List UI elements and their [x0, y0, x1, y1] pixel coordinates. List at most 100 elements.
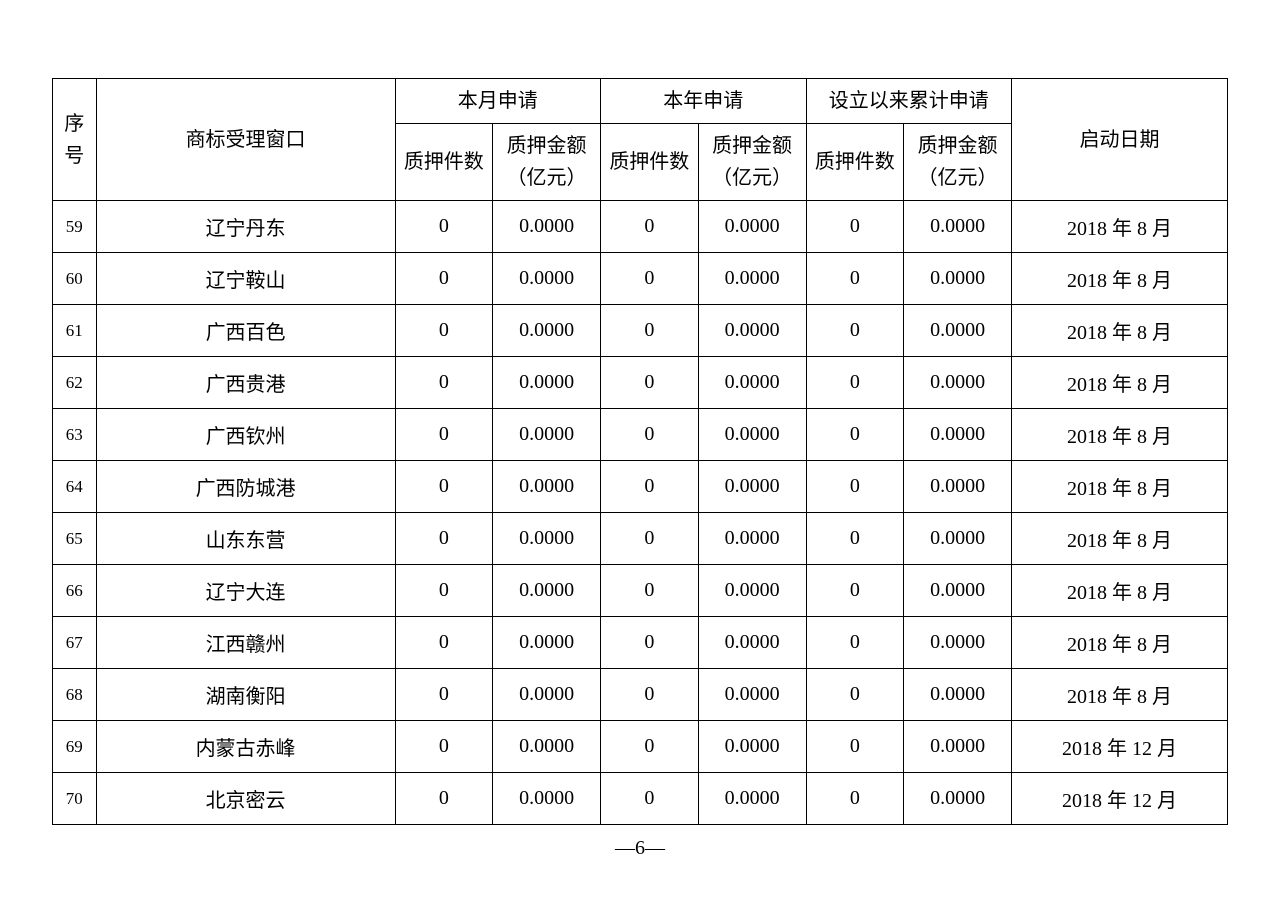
cell-month-amount: 0.0000	[493, 409, 601, 461]
cell-month-count: 0	[395, 617, 493, 669]
cell-month-amount: 0.0000	[493, 305, 601, 357]
cell-total-amount: 0.0000	[904, 565, 1012, 617]
header-month-amount: 质押金额（亿元）	[493, 124, 601, 201]
cell-total-count: 0	[806, 201, 904, 253]
cell-start-date: 2018 年 12 月	[1012, 773, 1228, 825]
cell-year-amount: 0.0000	[698, 721, 806, 773]
cell-total-count: 0	[806, 773, 904, 825]
cell-year-amount: 0.0000	[698, 565, 806, 617]
cell-start-date: 2018 年 8 月	[1012, 461, 1228, 513]
table-body: 59辽宁丹东00.000000.000000.00002018 年 8 月60辽…	[53, 201, 1228, 825]
cell-name: 内蒙古赤峰	[96, 721, 395, 773]
cell-total-count: 0	[806, 721, 904, 773]
cell-month-amount: 0.0000	[493, 253, 601, 305]
cell-month-amount: 0.0000	[493, 565, 601, 617]
header-year-group: 本年申请	[601, 79, 807, 124]
cell-seq: 62	[53, 357, 97, 409]
cell-month-count: 0	[395, 461, 493, 513]
cell-seq: 60	[53, 253, 97, 305]
cell-total-amount: 0.0000	[904, 461, 1012, 513]
cell-total-amount: 0.0000	[904, 409, 1012, 461]
cell-year-amount: 0.0000	[698, 461, 806, 513]
header-month-count: 质押件数	[395, 124, 493, 201]
header-total-group: 设立以来累计申请	[806, 79, 1012, 124]
cell-year-amount: 0.0000	[698, 513, 806, 565]
table-header: 序号 商标受理窗口 本月申请 本年申请 设立以来累计申请 启动日期 质押件数 质…	[53, 79, 1228, 201]
cell-month-count: 0	[395, 201, 493, 253]
cell-year-count: 0	[601, 461, 699, 513]
cell-month-count: 0	[395, 721, 493, 773]
cell-total-amount: 0.0000	[904, 669, 1012, 721]
cell-month-amount: 0.0000	[493, 461, 601, 513]
cell-name: 江西赣州	[96, 617, 395, 669]
cell-month-amount: 0.0000	[493, 617, 601, 669]
cell-start-date: 2018 年 8 月	[1012, 409, 1228, 461]
cell-total-amount: 0.0000	[904, 253, 1012, 305]
cell-total-count: 0	[806, 461, 904, 513]
cell-total-amount: 0.0000	[904, 513, 1012, 565]
cell-year-count: 0	[601, 201, 699, 253]
cell-total-amount: 0.0000	[904, 201, 1012, 253]
cell-year-count: 0	[601, 617, 699, 669]
cell-name: 广西防城港	[96, 461, 395, 513]
cell-month-count: 0	[395, 513, 493, 565]
cell-start-date: 2018 年 8 月	[1012, 513, 1228, 565]
cell-year-count: 0	[601, 305, 699, 357]
cell-seq: 63	[53, 409, 97, 461]
cell-name: 山东东营	[96, 513, 395, 565]
cell-total-count: 0	[806, 409, 904, 461]
cell-total-amount: 0.0000	[904, 721, 1012, 773]
cell-start-date: 2018 年 8 月	[1012, 305, 1228, 357]
table-row: 66辽宁大连00.000000.000000.00002018 年 8 月	[53, 565, 1228, 617]
header-total-amount: 质押金额（亿元）	[904, 124, 1012, 201]
page-number: —6—	[0, 837, 1280, 860]
cell-month-amount: 0.0000	[493, 721, 601, 773]
table-row: 59辽宁丹东00.000000.000000.00002018 年 8 月	[53, 201, 1228, 253]
table-row: 69内蒙古赤峰00.000000.000000.00002018 年 12 月	[53, 721, 1228, 773]
cell-seq: 67	[53, 617, 97, 669]
cell-month-amount: 0.0000	[493, 513, 601, 565]
cell-seq: 69	[53, 721, 97, 773]
header-name: 商标受理窗口	[96, 79, 395, 201]
table-row: 67江西赣州00.000000.000000.00002018 年 8 月	[53, 617, 1228, 669]
cell-start-date: 2018 年 8 月	[1012, 201, 1228, 253]
cell-year-count: 0	[601, 357, 699, 409]
cell-year-count: 0	[601, 773, 699, 825]
cell-seq: 70	[53, 773, 97, 825]
cell-year-amount: 0.0000	[698, 305, 806, 357]
cell-name: 广西百色	[96, 305, 395, 357]
cell-month-count: 0	[395, 305, 493, 357]
cell-year-count: 0	[601, 409, 699, 461]
cell-month-count: 0	[395, 669, 493, 721]
table-row: 62广西贵港00.000000.000000.00002018 年 8 月	[53, 357, 1228, 409]
cell-year-count: 0	[601, 721, 699, 773]
cell-total-amount: 0.0000	[904, 617, 1012, 669]
cell-year-amount: 0.0000	[698, 669, 806, 721]
cell-month-amount: 0.0000	[493, 773, 601, 825]
cell-name: 辽宁大连	[96, 565, 395, 617]
cell-total-count: 0	[806, 253, 904, 305]
cell-name: 辽宁鞍山	[96, 253, 395, 305]
cell-year-count: 0	[601, 253, 699, 305]
document-page: 序号 商标受理窗口 本月申请 本年申请 设立以来累计申请 启动日期 质押件数 质…	[0, 0, 1280, 825]
cell-month-count: 0	[395, 409, 493, 461]
cell-year-amount: 0.0000	[698, 617, 806, 669]
cell-total-amount: 0.0000	[904, 305, 1012, 357]
cell-total-count: 0	[806, 565, 904, 617]
cell-total-count: 0	[806, 305, 904, 357]
cell-total-count: 0	[806, 513, 904, 565]
cell-seq: 68	[53, 669, 97, 721]
cell-name: 湖南衡阳	[96, 669, 395, 721]
cell-month-count: 0	[395, 253, 493, 305]
cell-month-amount: 0.0000	[493, 201, 601, 253]
cell-month-amount: 0.0000	[493, 357, 601, 409]
cell-seq: 59	[53, 201, 97, 253]
cell-total-count: 0	[806, 617, 904, 669]
cell-start-date: 2018 年 8 月	[1012, 565, 1228, 617]
table-row: 63广西钦州00.000000.000000.00002018 年 8 月	[53, 409, 1228, 461]
cell-year-amount: 0.0000	[698, 773, 806, 825]
table-row: 70北京密云00.000000.000000.00002018 年 12 月	[53, 773, 1228, 825]
header-year-count: 质押件数	[601, 124, 699, 201]
cell-start-date: 2018 年 8 月	[1012, 669, 1228, 721]
table-row: 60辽宁鞍山00.000000.000000.00002018 年 8 月	[53, 253, 1228, 305]
